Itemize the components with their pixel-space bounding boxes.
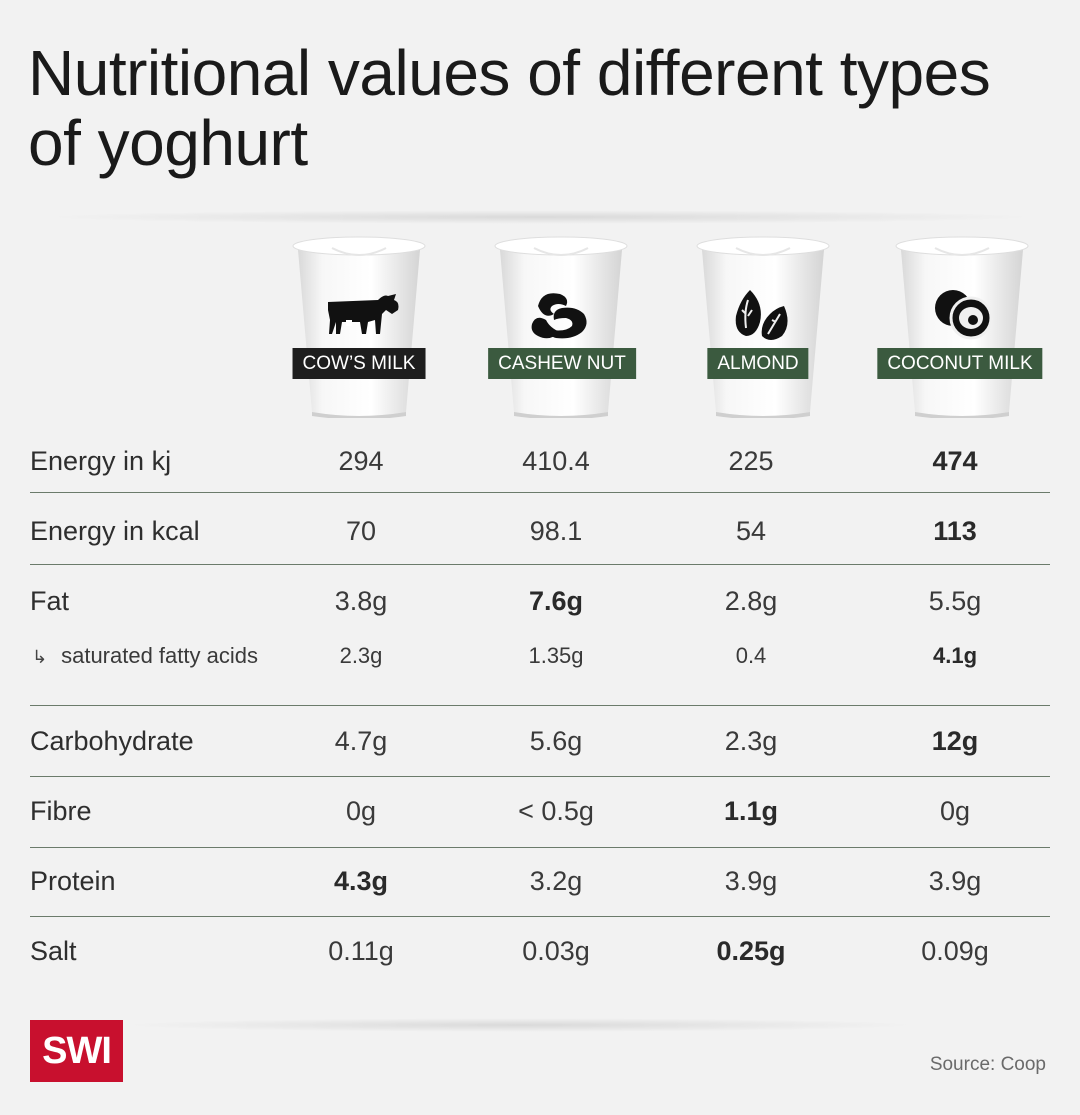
top-shadow-divider [40, 210, 1040, 224]
row-divider [30, 705, 1050, 706]
table-cell: 4.7g [334, 726, 388, 756]
table-cell: 2.3g [724, 726, 778, 756]
bottom-shadow-divider [120, 1018, 920, 1032]
table-cell: 1.1g [723, 796, 779, 826]
table-cell: 410.4 [522, 446, 590, 476]
almond-icon [735, 290, 788, 340]
table-cell: 4.3g [333, 866, 389, 896]
table-cell: 7.6g [528, 586, 584, 616]
sub-arrow-icon: ↳ [32, 647, 48, 667]
row-divider [30, 776, 1050, 777]
table-cell: 0.25g [716, 936, 786, 966]
table-cell: 3.9g [928, 866, 982, 896]
row-label: Fat [30, 586, 70, 616]
cup-coconut-milk [895, 236, 1029, 418]
table-cell: 2.8g [724, 586, 778, 616]
cup-cows-milk [292, 236, 426, 418]
table-cell: 0.03g [522, 936, 590, 966]
column-label-cashew-nut: CASHEW NUT [488, 348, 636, 379]
table-cell: 0.11g [328, 936, 394, 966]
table-cell: 70 [345, 516, 377, 546]
table-cell: 0.4 [735, 643, 767, 668]
row-divider [30, 492, 1050, 493]
table-cell: 4.1g [932, 643, 978, 668]
cashew-icon [531, 293, 587, 339]
row-label: Energy in kj [30, 446, 172, 476]
table-cell: 5.5g [928, 586, 982, 616]
swi-logo: SWI [30, 1020, 123, 1082]
row-label: Fibre [30, 796, 92, 826]
table-cell: 98.1 [529, 516, 583, 546]
column-label-almond: ALMOND [707, 348, 809, 379]
row-label: ↳ saturated fatty acids [32, 643, 258, 669]
row-label: Energy in kcal [30, 516, 200, 546]
row-divider [30, 847, 1050, 848]
column-label-cows-milk: COW’S MILK [292, 348, 426, 379]
table-cell: 3.2g [529, 866, 583, 896]
coconut-icon [935, 290, 993, 340]
column-label-coconut-milk: COCONUT MILK [877, 348, 1043, 379]
table-cell: 5.6g [529, 726, 583, 756]
table-cell: 2.3g [339, 643, 383, 668]
chart-title: Nutritional values of different types of… [28, 37, 991, 179]
table-cell: 474 [932, 446, 978, 476]
table-cell: 225 [728, 446, 774, 476]
table-cell: 12g [931, 726, 979, 756]
row-divider [30, 564, 1050, 565]
row-label-text: saturated fatty acids [61, 643, 258, 668]
row-label: Carbohydrate [30, 726, 194, 756]
table-cell: 0.09g [921, 936, 989, 966]
row-label: Protein [30, 866, 116, 896]
cup-cashew-nut [494, 236, 628, 418]
row-label: Salt [30, 936, 77, 966]
table-cell: 0g [939, 796, 971, 826]
table-cell: 54 [735, 516, 767, 546]
cow-icon [328, 294, 399, 334]
table-cell: 3.9g [724, 866, 778, 896]
table-cell: 3.8g [334, 586, 388, 616]
table-cell: 0g [345, 796, 377, 826]
table-cell: 294 [338, 446, 384, 476]
table-cell: 1.35g [528, 643, 584, 668]
table-cell: < 0.5g [518, 796, 594, 826]
cup-almond [696, 236, 830, 418]
source-note: Source: Coop [929, 1054, 1046, 1075]
table-cell: 113 [933, 516, 977, 546]
row-divider [30, 916, 1050, 917]
